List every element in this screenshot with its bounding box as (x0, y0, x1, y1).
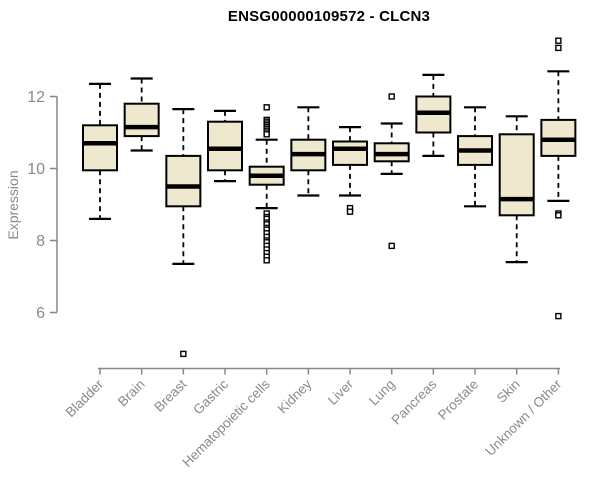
box-hematopoietic-cells (248, 104, 285, 264)
box-liver (332, 125, 369, 215)
box-brain (123, 77, 160, 152)
outlier-point (555, 212, 562, 219)
outlier-point (555, 312, 562, 320)
y-axis (50, 95, 58, 314)
x-axis-label: Lung (366, 377, 398, 409)
outlier-point (346, 208, 354, 215)
outlier-point (263, 104, 270, 111)
box-kidney (290, 106, 327, 197)
box-skin (498, 115, 535, 264)
box-unknown-other (540, 37, 577, 320)
outlier-point (263, 257, 270, 264)
x-axis (98, 367, 560, 375)
outlier-point (263, 131, 270, 138)
x-axis-label: Unknown / Other (482, 376, 565, 459)
y-tick-label: 10 (27, 161, 45, 178)
box-breast (165, 107, 202, 358)
x-axis-label: Liver (325, 376, 357, 408)
box-lung (373, 93, 410, 250)
x-axis-label: Pancreas (389, 376, 440, 427)
outlier-point (555, 44, 562, 52)
box-bladder (82, 82, 118, 220)
x-axis-label: Skin (494, 377, 523, 406)
outlier-point (388, 93, 395, 100)
outlier-point (555, 37, 562, 44)
y-tick-label: 6 (36, 305, 45, 322)
outlier-point (180, 350, 187, 358)
chart-title: ENSG00000109572 - CLCN3 (227, 8, 431, 25)
y-tick-label: 8 (36, 233, 45, 250)
outlier-point (388, 242, 395, 250)
x-axis-label: Gastric (190, 376, 231, 417)
x-axis-label: Bladder (63, 376, 107, 420)
x-axis-label: Kidney (275, 376, 315, 416)
y-tick-label: 12 (27, 89, 45, 106)
x-axis-label: Brain (115, 377, 148, 410)
box-pancreas (415, 73, 452, 157)
x-axis-label: Breast (151, 376, 189, 414)
box-gastric (207, 109, 244, 183)
x-axis-label: Prostate (435, 377, 481, 423)
box-prostate (457, 106, 494, 208)
